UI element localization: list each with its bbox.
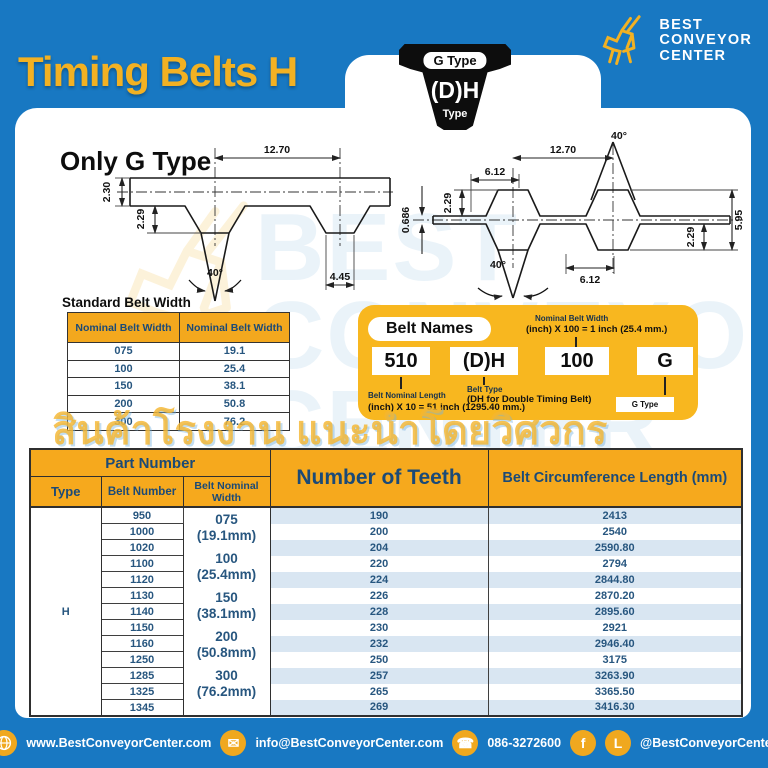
dim-top-tooth-height: 2.29 xyxy=(442,193,454,214)
dim-tooth-height: 2.29 xyxy=(135,209,147,230)
dim-pitch-2: 12.70 xyxy=(550,144,576,156)
table-row: 1130 226 2870.20 xyxy=(30,587,743,604)
belt-length-note: (inch) X 10 = 51 inch (1295.40 mm.) xyxy=(368,402,526,413)
header-number-of-teeth: Number of Teeth xyxy=(269,448,489,508)
table-row: 100 25.4 xyxy=(67,359,290,379)
std-col1-header: Nominal Belt Width xyxy=(67,312,180,343)
header-belt-number: Belt Number xyxy=(100,476,184,508)
table-row: 1285 257 3263.90 xyxy=(30,667,743,684)
phone-icon: ☎ xyxy=(452,730,479,756)
drawing-double-belt: 40° 12.70 6.12 2.29 0.686 5.95 2.29 6.12… xyxy=(400,130,745,301)
table-row: 1140 228 2895.60 xyxy=(30,603,743,620)
drawing-left-title: Only G Type xyxy=(60,146,212,176)
dim-bottom-tooth-width: 6.12 xyxy=(580,274,601,286)
header-belt-circumference: Belt Circumference Length (mm) xyxy=(487,448,743,508)
table-row: 150 38.1 xyxy=(67,377,290,396)
dim-top-angle: 40° xyxy=(611,130,627,142)
dim-band-thickness: 2.30 xyxy=(101,182,113,203)
table-row: 1000 200 2540 xyxy=(30,523,743,540)
table-row: 1345 269 3416.30 xyxy=(30,699,743,717)
main-belt-table: Part Number Number of Teeth Belt Circumf… xyxy=(29,448,744,717)
table-row: 1250 250 3175 xyxy=(30,651,743,668)
belt-names-title: Belt Names xyxy=(368,317,492,341)
badge-dh-label: (D)H xyxy=(430,77,480,103)
dim-tooth-width: 4.45 xyxy=(330,271,351,283)
footer-phone: 086-3272600 xyxy=(487,736,562,750)
badge-g-type-label: G Type xyxy=(423,52,487,69)
badge-type-label: Type xyxy=(442,108,468,120)
connector-line xyxy=(664,377,666,395)
dim-top-tooth-width: 6.12 xyxy=(485,166,506,178)
dim-core-thickness: 0.686 xyxy=(400,207,412,233)
connector-line xyxy=(483,377,485,385)
table-row: 1120 224 2844.80 xyxy=(30,571,743,588)
header-belt-nominal-width: Belt Nominal Width xyxy=(182,476,271,508)
line-icon: L xyxy=(605,730,632,756)
belt-code-width: 100 xyxy=(545,347,609,375)
table-row: 300 76.2 xyxy=(67,412,290,431)
table-row: 1325 265 3365.50 xyxy=(30,683,743,700)
header-type: Type xyxy=(29,476,102,508)
page-title: Timing Belts H xyxy=(18,48,298,95)
belt-names-box: Belt Names Nominal Belt Width (inch) X 1… xyxy=(358,305,698,420)
connector-line xyxy=(575,337,577,347)
belt-type-note-title: Belt Type xyxy=(467,385,503,394)
table-row: H 950 075 (19.1mm) 100 (25.4mm) 150 (38.1mm… xyxy=(29,506,743,717)
mail-icon: ✉ xyxy=(220,730,247,756)
dim-bottom-angle: 40° xyxy=(490,259,506,271)
footer-bar: www.BestConveyorCenter.com ✉ info@BestCo… xyxy=(0,718,768,768)
connector-line xyxy=(400,377,402,389)
facebook-icon: f xyxy=(570,730,597,756)
dim-total-height: 5.95 xyxy=(733,210,745,231)
table-row: 1160 232 2946.40 xyxy=(30,635,743,652)
width-groups: 075 (19.1mm) 100 (25.4mm) 150 (38.1mm) 200(… xyxy=(182,507,271,716)
footer-email: info@BestConveyorCenter.com xyxy=(255,736,444,750)
belt-names-top-note: (inch) X 100 = 1 inch (25.4 mm.) xyxy=(526,324,668,335)
drawing-single-belt: 12.70 2.30 2.29 40° 4.45 xyxy=(101,144,393,302)
standard-width-title: Standard Belt Width xyxy=(62,295,191,310)
logo-goat-icon xyxy=(602,15,642,66)
logo-text: BEST CONVEYOR CENTER xyxy=(659,17,752,64)
belt-type-note: (DH for Double Timing Belt) xyxy=(467,394,592,405)
standard-width-table: Nominal Belt Width Nominal Belt Width 07… xyxy=(67,312,290,431)
g-type-tag: G Type xyxy=(616,397,674,412)
belt-code-gtype: G xyxy=(637,347,693,375)
std-col2-header: Nominal Belt Width xyxy=(179,312,290,343)
table-row: 1100 220 2794 xyxy=(30,555,743,572)
dim-bottom-tooth-height: 2.29 xyxy=(685,227,697,248)
dim-tooth-angle: 40° xyxy=(207,267,223,279)
belt-code-type: (D)H xyxy=(450,347,518,375)
belt-names-top-note-title: Nominal Belt Width xyxy=(535,314,609,323)
footer-social: @BestConveyorCenter xyxy=(640,736,768,750)
header-part-number: Part Number xyxy=(29,448,271,477)
company-logo: BEST CONVEYOR CENTER xyxy=(601,12,752,70)
footer-website: www.BestConveyorCenter.com xyxy=(26,736,212,750)
dim-pitch: 12.70 xyxy=(264,144,290,156)
table-row: 200 50.8 xyxy=(67,394,290,414)
table-row: 1020 204 2590.80 xyxy=(30,539,743,556)
table-row: 1150 230 2921 xyxy=(30,619,743,636)
table-row: 075 19.1 xyxy=(67,342,290,361)
belt-code-length: 510 xyxy=(372,347,430,375)
type-value: H xyxy=(29,506,102,717)
globe-icon xyxy=(0,730,18,756)
belt-length-note-title: Belt Nominal Length xyxy=(368,391,446,400)
